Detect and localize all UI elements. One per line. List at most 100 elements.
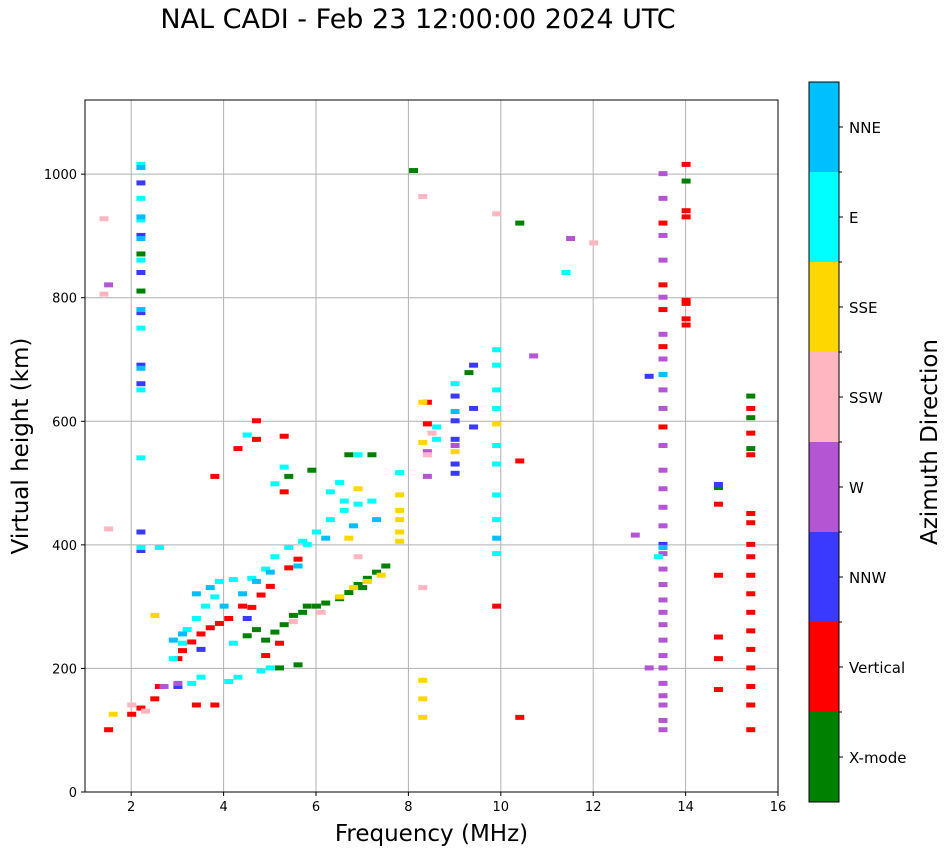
data-point-x-mode [275,665,285,671]
data-point-vertical [746,572,756,578]
data-point-w [658,551,668,557]
data-point-nne [136,164,146,170]
data-point-vertical [713,572,723,578]
y-tick-label: 400 [52,539,77,554]
data-point-e [367,498,377,504]
data-point-vertical [191,702,201,708]
data-point-vertical [746,646,756,652]
data-point-vertical [251,436,261,442]
data-point-e [284,544,294,550]
data-point-vertical [658,220,668,226]
data-point-e [492,551,502,557]
data-point-nne [136,214,146,220]
data-point-w [658,486,668,492]
data-point-x-mode [270,629,280,635]
colorbar-label: Azimuth Direction [917,339,943,545]
data-point-w [450,443,460,448]
data-point-x-mode [746,446,756,452]
data-point-vertical [713,687,723,693]
data-point-x-mode [284,473,294,479]
data-point-e [136,544,146,550]
data-point-x-mode [681,178,691,184]
data-point-sse [418,399,428,405]
data-point-nne [191,591,201,597]
data-point-sse [353,486,363,492]
data-point-nnw [469,362,479,368]
data-point-vertical [178,648,188,654]
data-point-sse [395,492,405,498]
data-point-e [242,432,252,438]
data-point-e [432,424,442,430]
data-point-nne [321,535,331,541]
data-point-e [228,640,238,646]
data-point-w [658,294,668,300]
data-point-ssw [353,554,363,560]
data-point-sse [344,535,354,541]
data-point-vertical [746,452,756,458]
data-point-vertical [746,541,756,547]
data-point-vertical [713,501,723,507]
data-point-nnw [450,436,460,442]
data-point-e [224,679,234,685]
data-point-sse [108,711,118,717]
colorbar-segment [809,712,839,802]
data-point-nne [450,409,460,415]
data-point-x-mode [293,662,303,668]
data-point-w [658,566,668,572]
data-point-e [154,544,164,550]
data-point-vertical [173,656,183,662]
data-point-e [270,554,280,560]
data-point-x-mode [409,168,419,174]
data-point-vertical [658,307,668,313]
data-point-w [658,257,668,263]
colorbar-segment [809,82,839,172]
data-point-e [492,387,502,393]
data-point-nne [238,591,248,597]
data-point-e [339,498,349,504]
x-tick-label: 6 [312,800,320,815]
data-point-x-mode [261,637,271,643]
x-tick-label: 4 [219,800,227,815]
y-tick-label: 1000 [44,168,77,183]
data-point-e [492,492,502,498]
data-point-nnw [469,405,479,411]
colorbar-tick-label: W [849,479,864,497]
data-point-w [658,171,668,177]
data-point-w [658,331,668,337]
data-point-vertical [515,714,525,720]
data-point-vertical [681,214,691,220]
data-point-nnw [136,548,146,554]
data-point-nnw [450,461,460,467]
data-point-e [312,529,321,535]
data-point-nnw [469,424,479,430]
data-point-e [492,405,502,411]
data-point-x-mode [372,569,382,575]
data-point-vertical [713,656,723,662]
data-point-nnw [136,310,146,316]
data-point-x-mode [353,582,363,588]
chart-title: NAL CADI - Feb 23 12:00:00 2024 UTC [160,4,676,35]
data-point-sse [492,421,502,427]
data-point-e [136,257,146,263]
data-point-vertical [746,628,756,634]
data-point-vertical [746,609,756,615]
data-point-w [658,717,668,723]
data-point-e [298,538,308,544]
data-point-w [658,387,668,393]
data-point-vertical [214,620,224,626]
data-point-vertical [746,702,756,708]
data-point-vertical [279,489,289,495]
data-point-vertical [746,430,756,436]
data-point-x-mode [288,612,298,618]
data-point-e [325,517,335,523]
data-point-x-mode [515,220,525,226]
data-point-vertical [293,556,303,562]
data-point-vertical [233,446,243,452]
data-point-w [658,523,668,529]
data-point-nne [219,603,229,609]
data-point-vertical [492,603,502,609]
data-point-e [136,325,146,331]
data-point-x-mode [279,622,289,628]
data-point-vertical [746,591,756,597]
